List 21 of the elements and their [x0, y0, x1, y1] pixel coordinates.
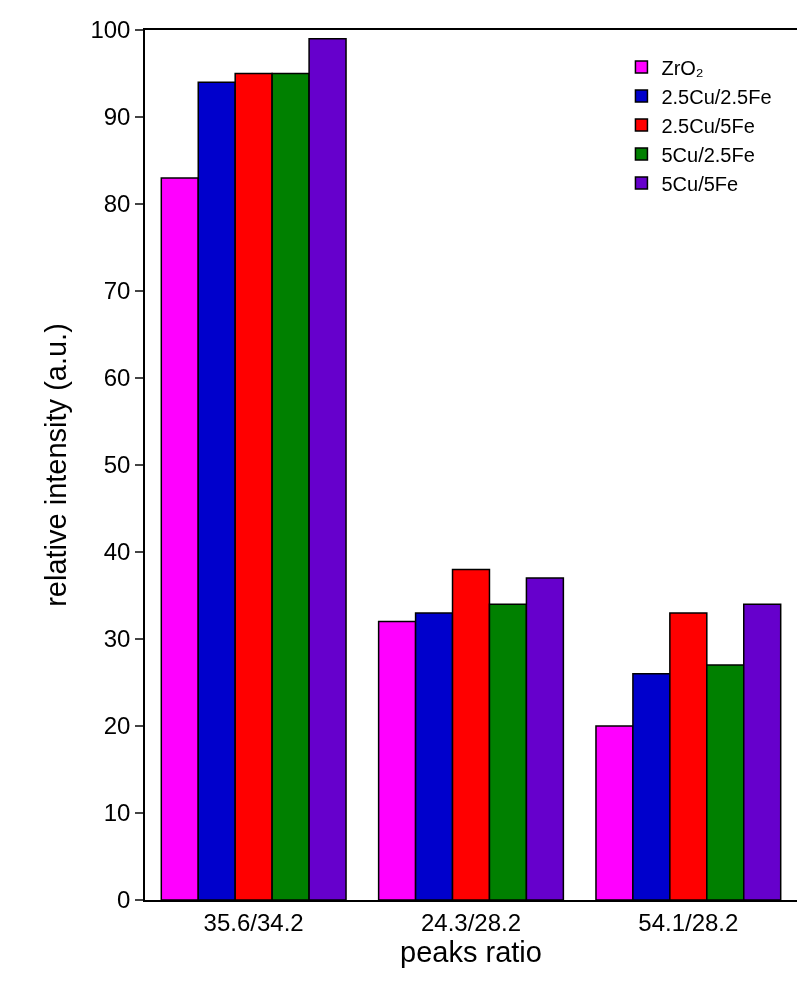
- y-tick-label: 80: [103, 190, 131, 218]
- legend-label: ZrO₂: [661, 56, 704, 79]
- y-tick-label: 60: [103, 364, 131, 392]
- x-axis-title: peaks ratio: [400, 935, 542, 968]
- y-axis-title: relative intensity (a.u.): [40, 323, 73, 607]
- y-tick-label: 40: [103, 538, 131, 566]
- y-tick-label: 90: [103, 103, 131, 131]
- legend-label: 2.5Cu/5Fe: [661, 114, 755, 137]
- x-tick-label: 35.6/34.2: [203, 908, 304, 936]
- y-tick-label: 30: [103, 625, 131, 653]
- y-tick-label: 10: [103, 799, 131, 827]
- legend-label: 2.5Cu/2.5Fe: [661, 85, 772, 108]
- x-tick-label: 24.3/28.2: [420, 908, 522, 936]
- y-tick-label: 100: [90, 16, 131, 44]
- legend-label: 5Cu/2.5Fe: [661, 143, 755, 166]
- x-tick-label: 54.1/28.2: [638, 908, 739, 936]
- y-tick-label: 0: [117, 886, 131, 914]
- y-tick-label: 50: [103, 451, 131, 479]
- legend-label: 5Cu/5Fe: [661, 172, 739, 195]
- y-tick-label: 70: [103, 277, 131, 305]
- y-tick-label: 20: [103, 712, 131, 740]
